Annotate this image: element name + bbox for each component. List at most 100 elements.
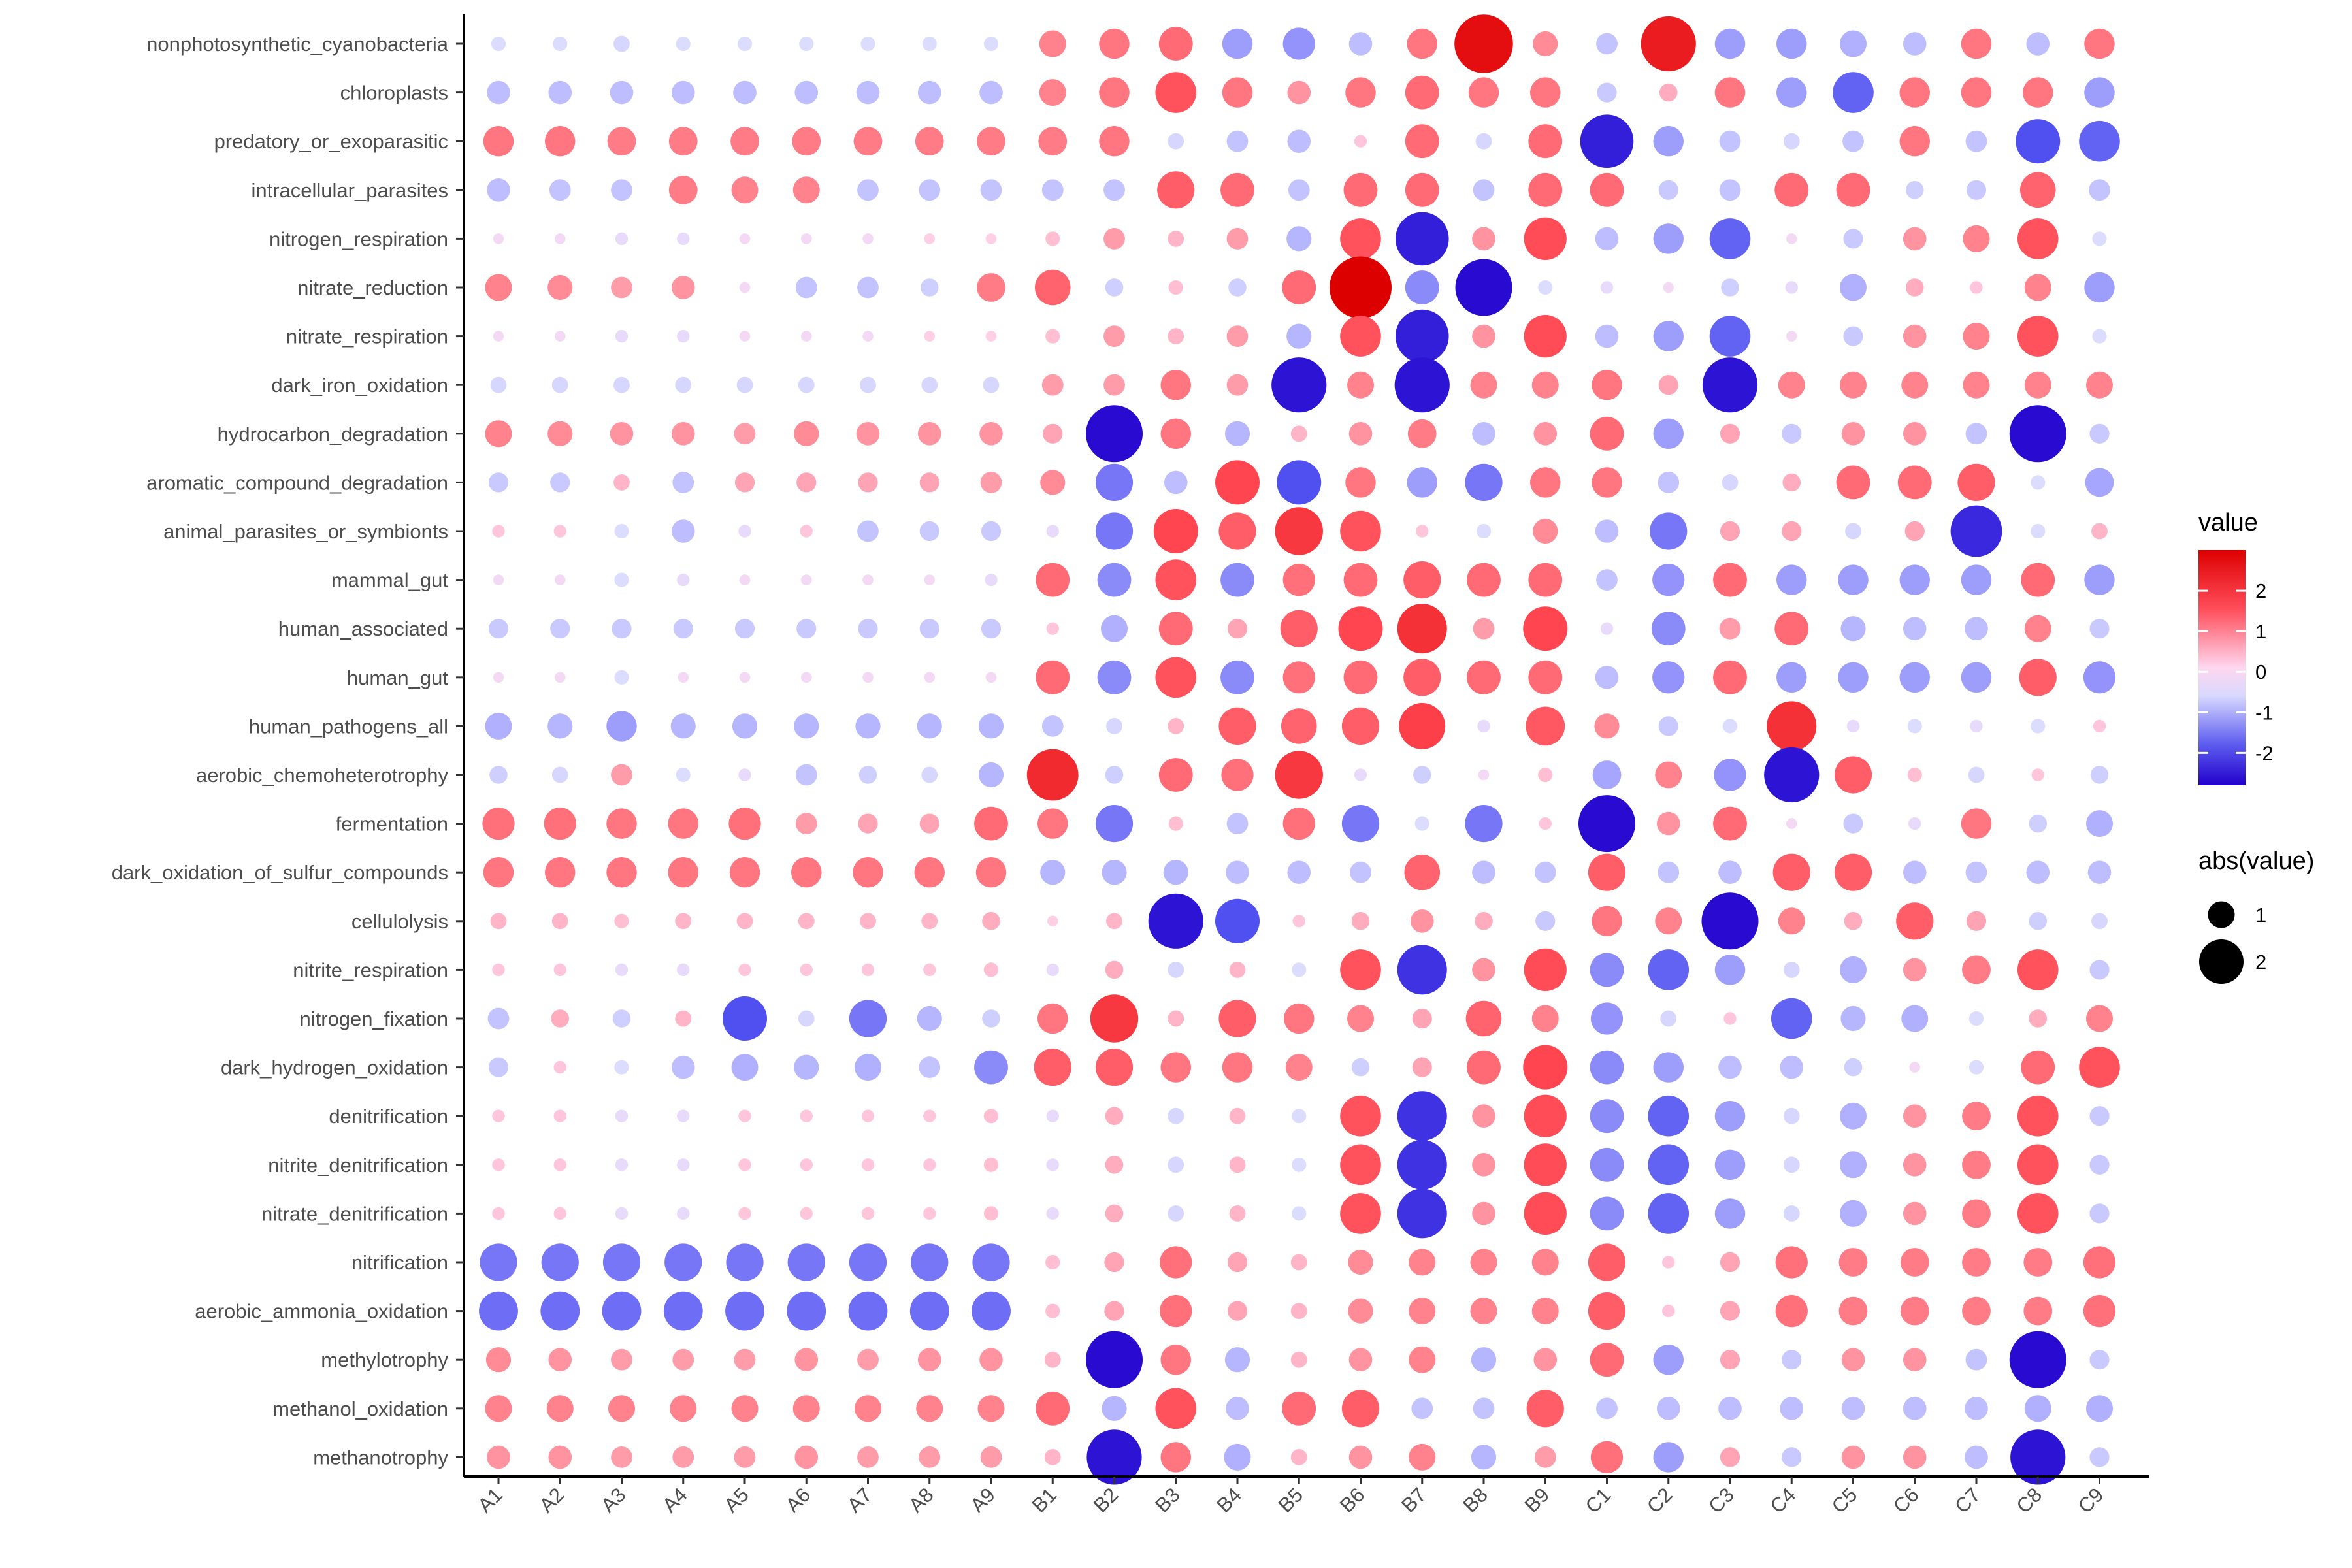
data-point: [794, 80, 819, 105]
data-point: [2017, 1095, 2059, 1137]
data-point: [1590, 416, 1624, 451]
data-point: [1034, 1049, 1071, 1086]
data-point: [1840, 616, 1866, 642]
y-tick-label: mammal_gut: [331, 569, 449, 592]
data-point: [799, 36, 814, 52]
data-point: [545, 126, 576, 157]
data-point: [917, 80, 941, 105]
data-point: [924, 672, 936, 683]
data-point: [983, 962, 999, 977]
data-point: [1524, 217, 1567, 260]
data-point: [857, 179, 879, 201]
data-point: [485, 1347, 512, 1373]
data-point: [1662, 1304, 1675, 1318]
data-point: [1968, 1060, 1984, 1075]
data-point: [1903, 324, 1927, 348]
data-point: [1290, 1449, 1307, 1465]
data-point: [1409, 1443, 1436, 1471]
data-point: [615, 1158, 629, 1171]
data-point: [980, 472, 1002, 493]
data-point: [739, 331, 751, 342]
data-point: [795, 764, 817, 786]
data-point: [1722, 719, 1738, 734]
data-points: [479, 14, 2120, 1485]
data-point: [614, 670, 629, 685]
data-point: [1160, 1345, 1191, 1375]
data-point: [1290, 1254, 1307, 1271]
data-point: [1290, 425, 1307, 442]
data-point: [853, 857, 883, 888]
data-point: [1281, 708, 1317, 744]
data-point: [485, 712, 512, 740]
data-point: [1843, 229, 1863, 249]
data-point: [612, 619, 632, 639]
data-point: [1407, 419, 1437, 448]
data-point: [734, 619, 755, 639]
color-legend-bar: [2198, 550, 2246, 785]
data-point: [794, 421, 819, 446]
data-point: [1965, 130, 1987, 152]
data-point: [1970, 719, 1983, 733]
data-point: [2090, 766, 2109, 784]
data-point: [1709, 316, 1751, 357]
data-point: [1220, 660, 1254, 694]
data-point: [1148, 893, 1203, 949]
data-point: [1838, 564, 1869, 595]
data-point: [545, 857, 576, 888]
data-point: [1908, 817, 1921, 830]
data-point: [1840, 1200, 1867, 1227]
data-point: [1578, 795, 1635, 853]
data-point: [923, 963, 936, 977]
data-point: [1168, 718, 1184, 734]
data-point: [1845, 523, 1861, 540]
data-point: [921, 766, 938, 783]
data-point: [1348, 32, 1373, 56]
data-point: [1713, 563, 1747, 597]
data-point: [1340, 218, 1381, 259]
data-point: [736, 913, 753, 930]
data-point: [911, 1243, 949, 1281]
data-point: [1767, 701, 1817, 751]
data-point: [1105, 1107, 1124, 1125]
data-point: [1229, 1156, 1246, 1173]
data-point: [2091, 913, 2108, 930]
data-point: [1160, 370, 1191, 400]
data-point: [1290, 1303, 1307, 1319]
data-point: [1472, 1153, 1495, 1177]
data-point: [1533, 1348, 1558, 1371]
data-point: [1966, 180, 1987, 200]
data-point: [1041, 715, 1064, 737]
data-point: [1227, 619, 1248, 639]
data-point: [1467, 1050, 1501, 1085]
data-point: [611, 1446, 632, 1468]
data-point: [1720, 1350, 1740, 1370]
data-point: [983, 1206, 999, 1221]
y-tick-label: intracellular_parasites: [251, 179, 448, 202]
data-point: [2089, 1447, 2110, 1467]
data-point: [548, 1348, 572, 1371]
data-point: [615, 1207, 629, 1220]
data-point: [1340, 1193, 1381, 1234]
data-point: [1950, 505, 2002, 557]
data-point: [800, 672, 812, 683]
data-point: [1404, 854, 1441, 890]
data-point: [1086, 1429, 1142, 1485]
data-point: [917, 422, 941, 446]
data-point: [614, 523, 629, 539]
data-point: [1228, 278, 1247, 297]
data-point: [922, 36, 937, 52]
data-point: [1524, 1143, 1567, 1186]
data-point: [1844, 1058, 1863, 1077]
data-point: [1595, 324, 1619, 348]
data-point: [982, 912, 1000, 930]
data-point: [739, 282, 751, 293]
data-point: [1903, 958, 1927, 982]
data-point: [2089, 1106, 2110, 1126]
data-point: [1472, 1104, 1495, 1128]
data-point: [800, 331, 812, 342]
data-point: [1036, 660, 1070, 694]
data-point: [1468, 77, 1499, 108]
data-point: [490, 376, 507, 393]
data-point: [983, 1109, 999, 1124]
data-point: [1534, 1446, 1556, 1468]
